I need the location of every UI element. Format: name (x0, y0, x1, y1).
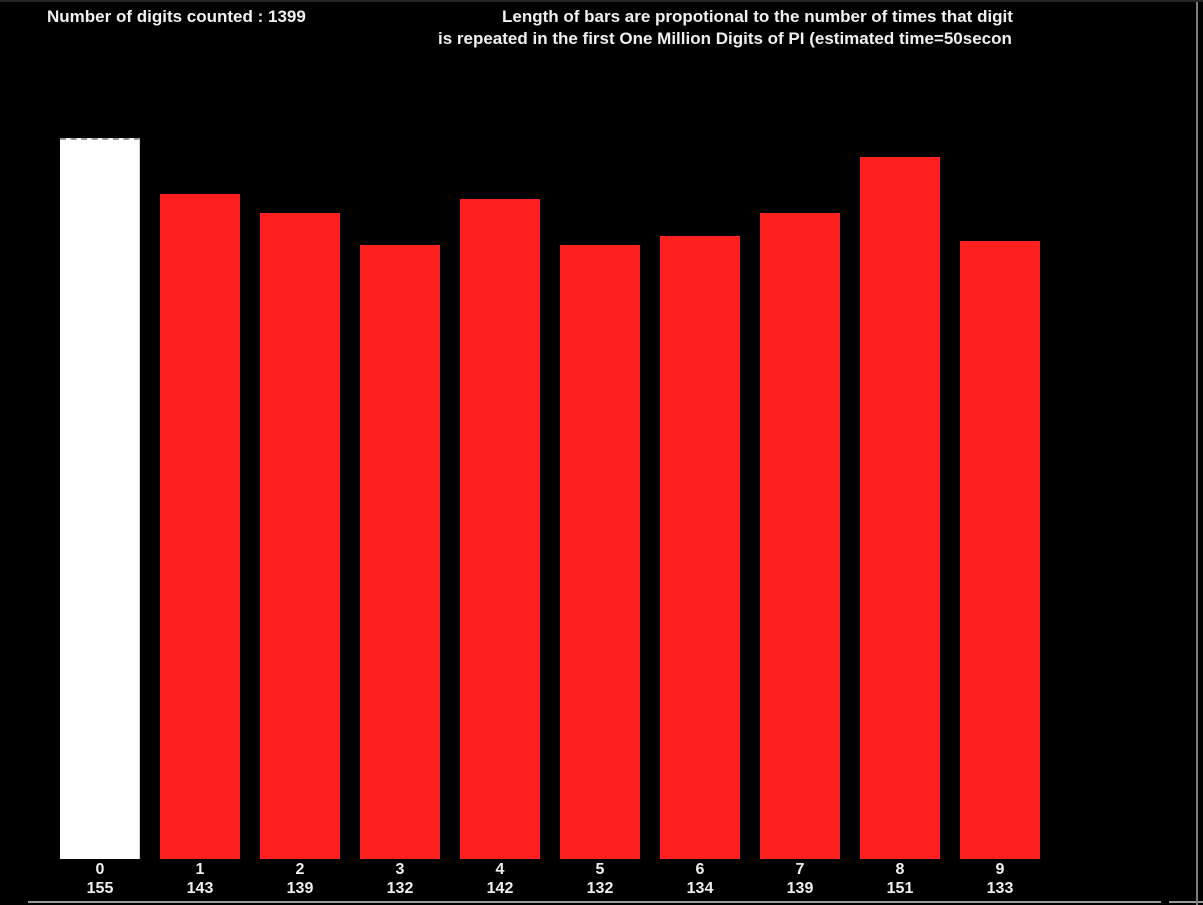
count-label: 133 (986, 880, 1014, 897)
bar-label-0: 0 155 (50, 860, 150, 898)
count-label: 132 (386, 880, 414, 897)
window-top-edge (0, 0, 1203, 2)
digit-label: 7 (795, 861, 805, 878)
digit-label: 5 (595, 861, 605, 878)
digit-label: 0 (95, 861, 105, 878)
bar-digit-0 (60, 138, 140, 859)
bar-label-5: 5 132 (550, 860, 650, 898)
bar-label-1: 1 143 (150, 860, 250, 898)
bar-label-6: 6 134 (650, 860, 750, 898)
count-label: 139 (286, 880, 314, 897)
count-label: 142 (486, 880, 514, 897)
bar-digit-1 (160, 194, 240, 859)
chart-title-line1: Length of bars are propotional to the nu… (502, 7, 1013, 26)
bar-label-7: 7 139 (750, 860, 850, 898)
count-label: 143 (186, 880, 214, 897)
digits-counted-label: Number of digits counted : 1399 (47, 7, 306, 26)
count-label: 155 (86, 880, 114, 897)
count-label: 132 (586, 880, 614, 897)
window-right-edge[interactable] (1196, 2, 1198, 905)
digit-label: 6 (695, 861, 705, 878)
bar-label-8: 8 151 (850, 860, 950, 898)
digit-label: 4 (495, 861, 505, 878)
count-label: 139 (786, 880, 814, 897)
window-bottom-edge[interactable] (28, 901, 1203, 903)
bar-digit-6 (660, 236, 740, 859)
digit-label: 3 (395, 861, 405, 878)
bar-digit-5 (560, 245, 640, 859)
digit-label: 2 (295, 861, 305, 878)
bar-label-9: 9 133 (950, 860, 1050, 898)
count-label: 134 (686, 880, 714, 897)
window-edge-notch (1161, 901, 1169, 903)
bar-label-2: 2 139 (250, 860, 350, 898)
bar-digit-7 (760, 213, 840, 859)
bar-digit-8 (860, 157, 940, 859)
chart-title-line2: is repeated in the first One Million Dig… (438, 29, 1012, 48)
count-label: 151 (886, 880, 914, 897)
digit-label: 8 (895, 861, 905, 878)
bar-digit-4 (460, 199, 540, 859)
bar-digit-9 (960, 241, 1040, 859)
bar-digit-3 (360, 245, 440, 859)
digit-label: 9 (995, 861, 1005, 878)
bar-label-4: 4 142 (450, 860, 550, 898)
bar-digit-2 (260, 213, 340, 859)
bar-label-3: 3 132 (350, 860, 450, 898)
digit-label: 1 (195, 861, 205, 878)
